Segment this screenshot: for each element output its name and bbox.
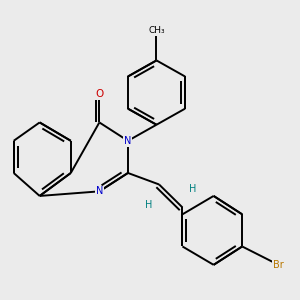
Text: N: N bbox=[124, 136, 132, 146]
Text: H: H bbox=[189, 184, 197, 194]
Text: Br: Br bbox=[273, 260, 284, 270]
Text: CH₃: CH₃ bbox=[148, 26, 165, 35]
Text: O: O bbox=[95, 89, 103, 99]
Text: H: H bbox=[145, 200, 152, 210]
Text: N: N bbox=[96, 186, 103, 196]
